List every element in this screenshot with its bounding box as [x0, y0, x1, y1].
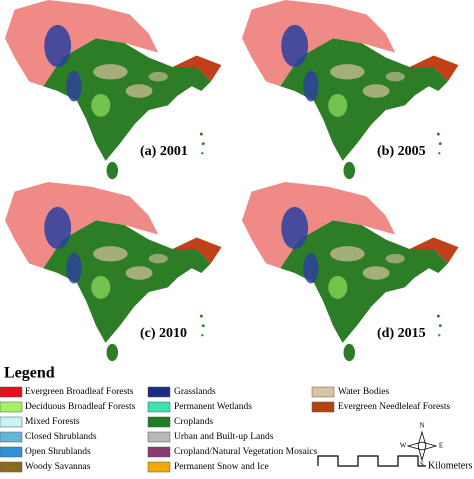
map: [241, 0, 459, 180]
legend-swatch: [147, 416, 171, 428]
compass: N E S W: [400, 422, 443, 469]
scale-unit: Kilometers: [428, 460, 473, 471]
panel-label: (c) 2010: [140, 326, 187, 341]
legend-swatch: [311, 401, 335, 413]
legend-swatch: [0, 416, 23, 428]
legend-label: Open Shrublands: [25, 447, 91, 457]
legend-swatch: [147, 446, 171, 458]
legend-swatch: [0, 386, 23, 398]
legend-swatch: [0, 461, 23, 473]
legend-label: Mixed Forests: [25, 417, 80, 427]
panel-label: (b) 2005: [377, 144, 426, 159]
legend-swatch: [311, 386, 335, 398]
legend-label: Deciduous Broadleaf Forests: [25, 401, 136, 412]
legend-label: Cropland/Natural Vegetation Mosaics: [174, 447, 318, 457]
map: [4, 182, 222, 362]
legend-swatch: [0, 431, 23, 443]
legend: Evergreen Broadleaf Forests Deciduous Bro…: [0, 386, 450, 473]
legend-swatch: [147, 461, 171, 473]
legend-title: Legend: [4, 365, 55, 382]
scale-bar: [317, 455, 426, 467]
panel-label: (a) 2001: [140, 144, 188, 159]
legend-label: Evergreen Broadleaf Forests: [25, 386, 134, 397]
legend-label: Grasslands: [174, 387, 216, 397]
legend-label: Woody Savannas: [25, 462, 91, 472]
compass-s: S: [420, 461, 424, 469]
legend-label: Permanent Wetlands: [174, 402, 252, 412]
legend-swatch: [147, 431, 171, 443]
map: [241, 182, 459, 362]
legend-label: Closed Shrublands: [25, 432, 97, 442]
compass-n: N: [419, 422, 424, 430]
legend-label: Evergreen Needleleaf Forests: [338, 401, 450, 412]
compass-w: W: [400, 442, 407, 450]
compass-e: E: [439, 442, 443, 450]
map: [4, 0, 222, 180]
map-panels: (a) 2001 (b) 2005 (c) 2010 (d) 2015: [4, 0, 459, 362]
legend-swatch: [0, 401, 23, 413]
legend-swatch: [147, 386, 171, 398]
legend-swatch: [147, 401, 171, 413]
compass-rose: [406, 430, 438, 462]
legend-label: Croplands: [174, 417, 213, 427]
legend-label: Water Bodies: [338, 387, 390, 397]
panel-label: (d) 2015: [377, 326, 426, 341]
legend-label: Permanent Snow and Ice: [174, 462, 269, 472]
legend-label: Urban and Built-up Lands: [174, 432, 274, 442]
legend-swatch: [0, 446, 23, 458]
